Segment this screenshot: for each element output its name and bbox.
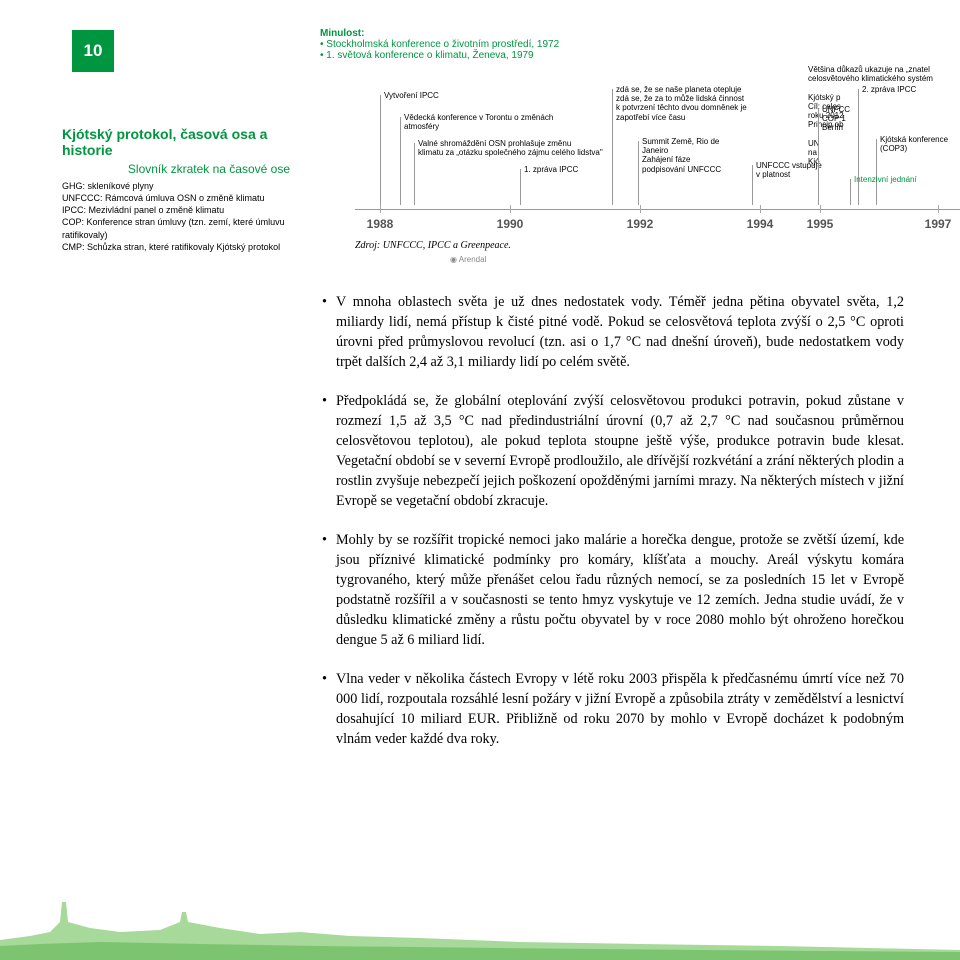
timeline-event-text: Kjótská konference(COP3) xyxy=(880,135,960,153)
timeline-event-text: Vědecká konference v Torontu o změnáchat… xyxy=(404,113,554,131)
footer-silhouette xyxy=(0,892,960,960)
sidebar-item: UNFCCC: Rámcová úmluva OSN o změně klima… xyxy=(62,192,290,204)
timeline-tick-mark xyxy=(820,205,821,213)
sidebar-title: Kjótský protokol, časová osa a historie xyxy=(62,126,290,158)
timeline-axis xyxy=(355,209,960,210)
source-line: Zdroj: UNFCCC, IPCC a Greenpeace. xyxy=(355,240,511,251)
timeline-leader xyxy=(850,179,851,205)
timeline-tick-label: 1988 xyxy=(367,217,394,231)
timeline-leader xyxy=(858,89,859,205)
timeline-tick-mark xyxy=(760,205,761,213)
timeline-tick-mark xyxy=(380,205,381,213)
source-prefix: Zdroj: xyxy=(355,240,380,251)
timeline-leader xyxy=(612,89,613,205)
timeline-tick-label: 1994 xyxy=(747,217,774,231)
timeline-tick-label: 1997 xyxy=(925,217,952,231)
sidebar-item: GHG: skleníkové plyny xyxy=(62,180,290,192)
body-text: •V mnoha oblastech světa je už dnes nedo… xyxy=(322,292,904,767)
timeline-event-text: zdá se, že se naše planeta oteplujezdá s… xyxy=(616,85,786,122)
timeline-event-text: Intenzivní jednání xyxy=(854,175,944,184)
timeline-tick-mark xyxy=(938,205,939,213)
timeline-tick-mark xyxy=(510,205,511,213)
source-text: UNFCCC, IPCC a Greenpeace. xyxy=(380,240,511,251)
timeline-past-header: Minulost: xyxy=(320,28,960,39)
timeline-tick-mark xyxy=(640,205,641,213)
source-logo: ◉ Arendal xyxy=(450,255,486,264)
page-number: 10 xyxy=(72,30,114,72)
sidebar-item: IPCC: Mezivládní panel o změně klimatu xyxy=(62,204,290,216)
timeline-leader xyxy=(380,95,381,205)
timeline-tick-label: 1990 xyxy=(497,217,524,231)
sidebar-list: GHG: skleníkové plynyUNFCCC: Rámcová úml… xyxy=(62,180,290,253)
sidebar-item: CMP: Schůzka stran, které ratifikovaly K… xyxy=(62,241,290,253)
timeline-event-text: UNFCCCOP 1Berlín xyxy=(822,105,872,133)
timeline-tick-label: 1992 xyxy=(627,217,654,231)
sidebar-subtitle: Slovník zkratek na časové ose xyxy=(62,162,290,176)
timeline-event-text: Summit Země, Rio deJaneiroZahájení fázep… xyxy=(642,137,742,174)
timeline-leader xyxy=(876,139,877,205)
timeline-leader xyxy=(520,169,521,205)
timeline-leader xyxy=(638,141,639,205)
timeline-past-lines: • Stockholmská konference o životním pro… xyxy=(320,39,960,61)
timeline-past-line: • 1. světová konference o klimatu, Ženev… xyxy=(320,50,960,61)
timeline-event-text: 1. zpráva IPCC xyxy=(524,165,604,174)
sidebar: Kjótský protokol, časová osa a historie … xyxy=(62,126,290,253)
timeline-event-text: Vytvoření IPCC xyxy=(384,91,494,100)
timeline-past-line: • Stockholmská konference o životním pro… xyxy=(320,39,960,50)
timeline-event-text: Valné shromáždění OSN prohlašuje změnukl… xyxy=(418,139,618,157)
timeline-tick-label: 1995 xyxy=(807,217,834,231)
body-paragraph: •Mohly by se rozšířit tropické nemoci ja… xyxy=(322,530,904,651)
timeline-leader xyxy=(752,165,753,205)
sidebar-item: COP: Konference stran úmluvy (tzn. zemí,… xyxy=(62,216,290,240)
timeline-leader xyxy=(414,143,415,205)
timeline-event-text: UNFCCC vstupujev platnost xyxy=(756,161,836,179)
body-paragraph: •Vlna veder v několika částech Evropy v … xyxy=(322,669,904,750)
timeline: Minulost: • Stockholmská konference o ži… xyxy=(320,28,960,265)
body-paragraph: •Předpokládá se, že globální oteplování … xyxy=(322,391,904,512)
timeline-event-text: 2. zpráva IPCC xyxy=(862,85,932,94)
body-paragraph: •V mnoha oblastech světa je už dnes nedo… xyxy=(322,292,904,373)
timeline-leader xyxy=(818,109,819,205)
timeline-leader xyxy=(400,117,401,205)
timeline-diagram: Většina důkazů ukazuje na „znatelcelosvě… xyxy=(320,65,960,265)
